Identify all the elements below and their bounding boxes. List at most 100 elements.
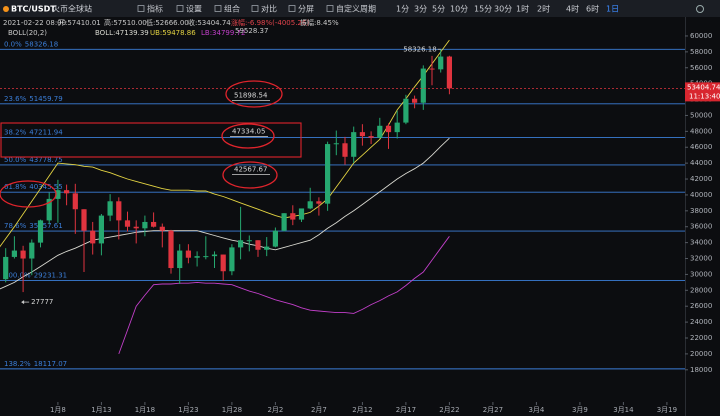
candle-body bbox=[3, 256, 9, 280]
candle-body bbox=[46, 198, 52, 221]
toolbar-icon[interactable] bbox=[176, 5, 184, 12]
period-button[interactable]: 2时 bbox=[537, 4, 550, 14]
ohlc-info: 2021-02-22 08:00 bbox=[3, 19, 66, 27]
toolbar-button[interactable]: 对比 bbox=[261, 4, 277, 14]
y-tick-label: 34000 bbox=[690, 239, 712, 247]
candle-body bbox=[412, 98, 418, 103]
period-button[interactable]: 10分 bbox=[450, 5, 468, 14]
y-tick-label: 36000 bbox=[690, 223, 712, 231]
chart-background bbox=[0, 17, 720, 416]
candle-body bbox=[37, 220, 44, 243]
coin-icon bbox=[3, 6, 9, 12]
fib-label: 61.8% 40345.55 bbox=[4, 183, 63, 191]
candle-body bbox=[359, 132, 365, 137]
period-button-active[interactable]: 1日 bbox=[606, 5, 619, 14]
y-tick-label: 48000 bbox=[690, 127, 712, 135]
candle-body bbox=[116, 201, 122, 221]
y-tick-label: 50000 bbox=[690, 111, 712, 119]
x-tick-label: 1月28 bbox=[222, 406, 242, 414]
band-high-label: 59528.37 bbox=[235, 27, 268, 35]
candle-body bbox=[446, 56, 452, 89]
fib-label: 50.0% 43778.75 bbox=[4, 156, 63, 164]
y-tick-label: 28000 bbox=[690, 286, 712, 294]
y-tick-label: 42000 bbox=[690, 175, 712, 183]
candle-body bbox=[333, 143, 339, 145]
candle-body bbox=[177, 250, 183, 269]
boll-middle bbox=[0, 137, 450, 290]
fib-price: 40345.55 bbox=[29, 183, 62, 191]
toolbar-icon[interactable] bbox=[137, 5, 145, 12]
candle-body bbox=[64, 190, 70, 194]
y-tick-label: 46000 bbox=[690, 143, 712, 151]
candle-body bbox=[29, 242, 35, 259]
candle-body bbox=[133, 226, 139, 229]
toolbar-button[interactable]: 指标 bbox=[147, 4, 163, 14]
candle-body bbox=[255, 240, 261, 250]
current-price-box bbox=[685, 82, 720, 102]
ohlc-info: 涨幅:-6.98%(-4005.26) bbox=[231, 18, 309, 27]
highlight-ellipse bbox=[225, 80, 283, 108]
candle-body bbox=[298, 208, 305, 220]
y-tick-label: 44000 bbox=[690, 159, 712, 167]
fib-ratio: 50.0% bbox=[4, 156, 27, 164]
y-tick-label: 24000 bbox=[690, 318, 712, 326]
toolbar-button[interactable]: 自定义周期 bbox=[336, 4, 376, 14]
candle-body bbox=[351, 132, 357, 157]
candle-body bbox=[385, 125, 392, 133]
toolbar-icon[interactable] bbox=[288, 5, 296, 12]
candle-body bbox=[142, 221, 148, 229]
y-tick-label: 56000 bbox=[690, 64, 712, 72]
x-tick-label: 1月18 bbox=[135, 406, 155, 414]
fib-price: 58326.18 bbox=[25, 40, 58, 48]
candle-body bbox=[307, 201, 313, 209]
candle-body bbox=[229, 247, 235, 272]
period-button[interactable]: 30分 bbox=[494, 5, 512, 14]
x-tick-label: 3月4 bbox=[528, 406, 544, 414]
toolbar bbox=[0, 0, 720, 17]
boll-info: UB:59478.86 bbox=[150, 29, 196, 37]
current-price: 53404.74 bbox=[687, 83, 720, 91]
fib-price: 29231.31 bbox=[34, 272, 67, 280]
period-button[interactable]: 5分 bbox=[432, 5, 445, 14]
fib-ratio: 0.0% bbox=[4, 40, 22, 48]
period-button[interactable]: 6时 bbox=[586, 4, 599, 14]
candle-body bbox=[107, 201, 113, 216]
candle-body bbox=[220, 254, 226, 272]
high-marker: 58326.18 bbox=[403, 45, 436, 53]
annotations bbox=[0, 80, 302, 208]
ohlc-info: 开:57410.01 bbox=[58, 19, 101, 27]
symbol: BTC/USDT bbox=[11, 5, 56, 14]
period-button[interactable]: 15分 bbox=[474, 5, 492, 14]
ohlc-info: 低:52666.00 bbox=[146, 18, 189, 27]
price-mark-label: 42567.67 bbox=[234, 166, 267, 174]
fib-label: 23.6% 51459.79 bbox=[4, 95, 63, 103]
ohlc-info: 振幅:8.45% bbox=[300, 18, 339, 27]
settings-icon[interactable] bbox=[696, 5, 704, 13]
period-button[interactable]: 3分 bbox=[414, 5, 427, 14]
candle-body bbox=[264, 246, 270, 250]
toolbar-icon[interactable] bbox=[251, 5, 259, 12]
period-button[interactable]: 1时 bbox=[516, 4, 529, 14]
toolbar-button[interactable]: 分屏 bbox=[298, 5, 314, 14]
candle-body bbox=[316, 201, 322, 204]
fib-price: 47211.94 bbox=[29, 129, 63, 137]
candle-body bbox=[81, 209, 87, 231]
fib-label: 0.0% 58326.18 bbox=[4, 40, 58, 48]
toolbar-icon[interactable] bbox=[326, 5, 334, 12]
x-tick-label: 2月12 bbox=[352, 406, 372, 414]
period-button[interactable]: 4时 bbox=[566, 4, 579, 14]
candle-body bbox=[194, 256, 200, 258]
boll-info: BOLL:47139.39 bbox=[95, 29, 149, 37]
fib-ratio: 38.2% bbox=[4, 129, 27, 137]
candle-body bbox=[290, 213, 296, 220]
candle-body bbox=[238, 240, 244, 248]
candle-body bbox=[429, 68, 435, 70]
ohlc-info: 高:57510.00 bbox=[104, 18, 147, 27]
toolbar-button[interactable]: 组合 bbox=[224, 4, 240, 14]
toolbar-button[interactable]: 设置 bbox=[186, 4, 202, 14]
low-marker: 27777 bbox=[31, 298, 53, 306]
highlight-ellipse bbox=[0, 180, 57, 208]
toolbar-icon[interactable] bbox=[214, 5, 222, 12]
period-button[interactable]: 1分 bbox=[396, 5, 409, 14]
